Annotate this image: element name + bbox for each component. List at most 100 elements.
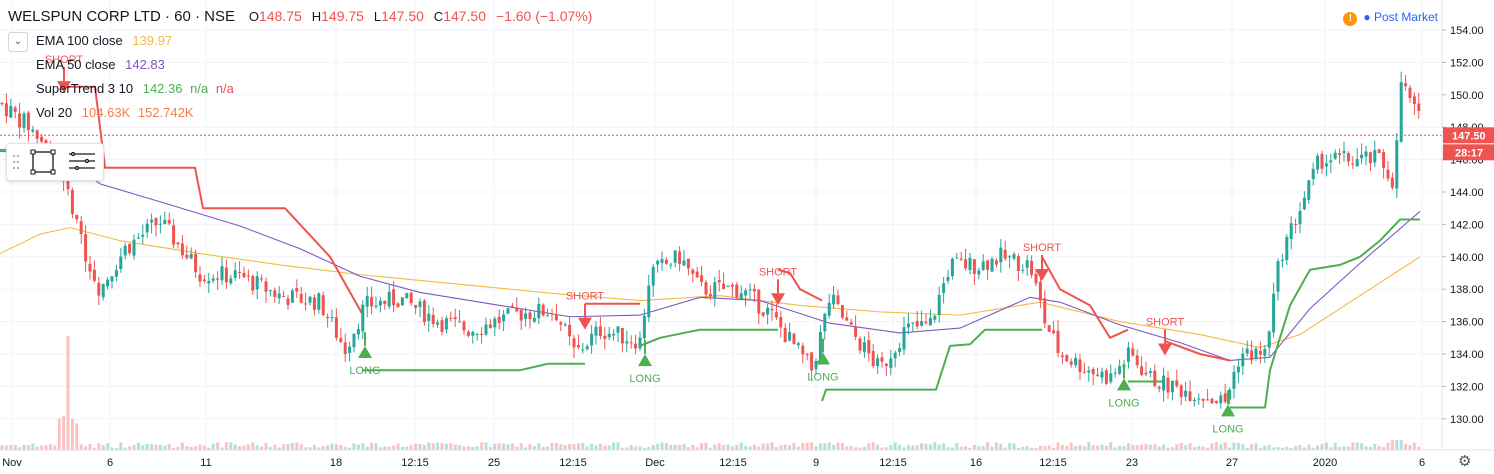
candle-body	[656, 260, 660, 265]
candle-body	[1206, 399, 1210, 401]
candle-body	[532, 317, 536, 322]
legend-ema100[interactable]: EMA 100 close 139.97	[36, 33, 173, 48]
market-status[interactable]: ! ● Post Market	[1343, 10, 1438, 26]
volume-bar	[70, 418, 74, 450]
candle-body	[1219, 395, 1223, 404]
drag-handle-icon[interactable]	[13, 155, 19, 169]
candle-body	[1316, 155, 1320, 170]
legend-ema50[interactable]: EMA 50 close 142.83	[36, 57, 165, 72]
candle-body	[576, 345, 580, 348]
volume-bar	[207, 447, 211, 450]
candle-body	[999, 247, 1003, 263]
candle-body	[211, 278, 215, 281]
volume-bar	[431, 443, 435, 450]
candle-body	[480, 333, 484, 335]
volume-bar	[1280, 447, 1284, 450]
candle-body	[889, 358, 893, 368]
time-tick-label: 12:15	[401, 457, 429, 469]
volume-bar	[519, 443, 523, 450]
candle-body	[1113, 372, 1117, 374]
volume-bar	[4, 445, 8, 450]
candle-body	[1003, 249, 1007, 259]
legend-collapse-toggle[interactable]: ⌄	[8, 32, 28, 52]
candle-body	[79, 221, 83, 234]
volume-bar	[774, 447, 778, 450]
volume-bar	[202, 445, 206, 450]
candle-body	[515, 307, 519, 312]
volume-bar	[942, 443, 946, 450]
candle-body	[836, 295, 840, 304]
candle-body	[642, 315, 646, 339]
volume-bar	[796, 446, 800, 450]
candle-body	[1333, 152, 1337, 159]
volume-bar	[1320, 443, 1324, 450]
volume-bar	[66, 336, 70, 450]
volume-bar	[502, 443, 506, 450]
candle-body	[620, 327, 624, 344]
short-signal-label: SHORT	[1146, 317, 1185, 329]
candle-body	[968, 257, 972, 271]
candle-body	[365, 295, 369, 307]
candle-body	[730, 284, 734, 287]
candle-body	[1324, 163, 1328, 167]
legend-supertrend[interactable]: SuperTrend 3 10 142.36 n/a n/a	[36, 81, 234, 96]
volume-bar	[559, 444, 563, 450]
volume-bar	[185, 445, 189, 450]
candle-body	[990, 258, 994, 272]
volume-bar	[352, 443, 356, 450]
candle-body	[128, 243, 132, 254]
candle-body	[370, 296, 374, 307]
candle-body	[431, 314, 435, 325]
volume-bar	[805, 442, 809, 450]
candle-body	[629, 342, 633, 344]
short-signal-label: SHORT	[1023, 242, 1062, 254]
volume-bar	[1276, 447, 1280, 450]
ema100-value: 139.97	[132, 33, 173, 48]
volume-bar	[700, 443, 704, 450]
volume-bar	[1043, 445, 1047, 450]
volume-bar	[678, 444, 682, 450]
volume-bar	[229, 442, 233, 450]
volume-bar	[132, 444, 136, 450]
select-rectangle-icon[interactable]	[30, 149, 56, 175]
volume-bar	[154, 444, 158, 450]
candle-body	[1267, 331, 1271, 348]
volume-bar	[427, 442, 431, 450]
volume-bar	[343, 446, 347, 450]
candle-body	[1311, 168, 1315, 180]
long-signal-label: LONG	[1108, 397, 1139, 409]
volume-bar	[13, 445, 17, 450]
volume-bar	[568, 443, 572, 450]
candle-body	[537, 303, 541, 319]
candle-body	[475, 333, 479, 335]
volume-bar	[1012, 443, 1016, 450]
volume-bar	[1126, 443, 1130, 450]
volume-bar	[224, 442, 228, 450]
volume-bar	[1232, 442, 1236, 450]
volume-bar	[546, 446, 550, 450]
volume-bar	[550, 442, 554, 450]
candle-body	[409, 292, 413, 304]
countdown-badge	[1443, 144, 1494, 161]
candle-body	[75, 214, 79, 220]
volume-bar	[1364, 446, 1368, 450]
candle-body	[106, 279, 110, 287]
candle-body	[761, 312, 765, 316]
candle-body	[255, 276, 259, 290]
list-menu-icon[interactable]	[69, 151, 95, 171]
candle-body	[950, 258, 954, 276]
volume-bar	[1003, 447, 1007, 450]
candle-body	[13, 107, 17, 112]
candle-body	[594, 326, 598, 336]
long-arrow-icon	[1221, 404, 1235, 417]
candle-body	[827, 302, 831, 316]
volume-bar	[950, 447, 954, 450]
gear-icon[interactable]: ⚙	[1458, 453, 1472, 470]
candle-body	[880, 357, 884, 362]
legend-volume[interactable]: Vol 20 104.63K 152.742K	[36, 105, 194, 120]
candle-body	[867, 340, 871, 354]
drawing-toolbox	[6, 143, 104, 181]
price-tick-label: 154.00	[1450, 25, 1484, 37]
volume-bar	[532, 446, 536, 450]
